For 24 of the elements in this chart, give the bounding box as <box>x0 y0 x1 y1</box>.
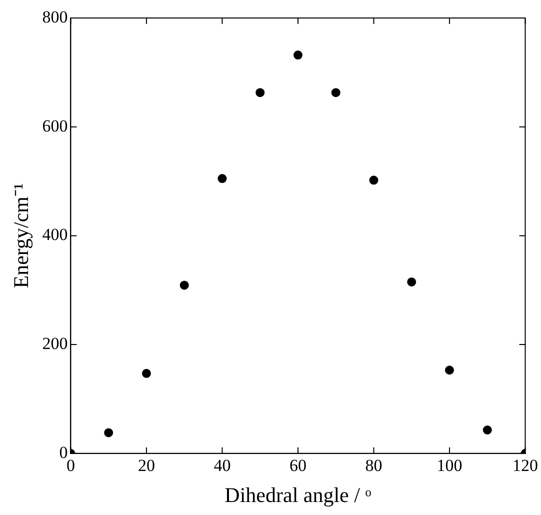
x-axis-title: Dihedral angle / ᵒ <box>224 482 372 507</box>
x-tick-label: 100 <box>436 456 462 476</box>
point <box>293 50 302 60</box>
x-tick-label: 60 <box>289 456 306 476</box>
point <box>444 366 454 375</box>
x-tick-label: 20 <box>138 456 155 476</box>
point <box>180 280 189 290</box>
point <box>482 426 492 434</box>
x-tick-label: 40 <box>214 456 231 476</box>
point <box>331 88 340 98</box>
x-tick-label: 80 <box>365 456 382 476</box>
point <box>407 277 416 286</box>
y-axis-title: Energy/cm⁻¹ <box>9 183 34 288</box>
x-tick-label: 120 <box>512 456 538 476</box>
y-tick-label: 600 <box>42 116 68 136</box>
point <box>142 368 151 378</box>
y-tick-label: 800 <box>42 7 68 26</box>
point <box>218 174 227 184</box>
point <box>369 176 378 185</box>
point <box>256 88 265 98</box>
y-tick-label: 200 <box>42 334 68 354</box>
y-tick-label: 0 <box>59 442 68 462</box>
y-tick-label: 400 <box>42 225 68 244</box>
point <box>104 428 114 438</box>
